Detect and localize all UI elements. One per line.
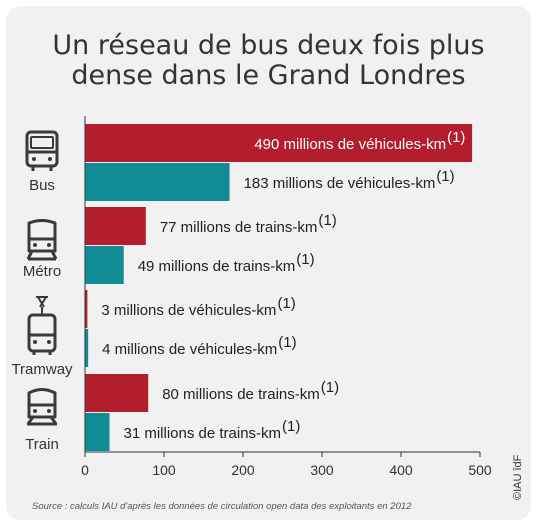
footnote-marker-0-0: (1) <box>447 129 465 146</box>
category-label-0: Bus <box>29 177 55 194</box>
bar-0-0 <box>85 124 473 162</box>
bar-0-1 <box>85 163 230 201</box>
bar-2-1 <box>85 329 89 367</box>
bar-label-2-1: 4 millions de véhicules-km <box>102 341 277 358</box>
chart-title-line2: dense dans le Grand Londres <box>71 60 466 91</box>
bar-2-0 <box>85 290 88 328</box>
source-note: Source : calculs IAU d'après les données… <box>32 501 412 512</box>
bar-label-2-0: 3 millions de véhicules-km <box>101 302 276 319</box>
bar-label-3-0: 80 millions de trains-km <box>162 386 320 403</box>
bar-3-0 <box>85 374 149 412</box>
category-label-2: Tramway <box>11 361 73 378</box>
x-tick-label-1: 100 <box>152 462 176 478</box>
footnote-marker-3-0: (1) <box>321 379 339 396</box>
footnote-marker-1-0: (1) <box>318 212 336 229</box>
train-icon <box>26 388 58 426</box>
credit-label: ©IAU îdF <box>512 454 524 500</box>
metro-icon <box>26 219 58 261</box>
bar-label-1-1: 49 millions de trains-km <box>138 258 296 275</box>
x-tick-label-3: 300 <box>310 462 334 478</box>
bar-3-1 <box>85 413 110 451</box>
bar-label-0-0: 490 millions de véhicules-km <box>254 136 446 153</box>
x-tick-label-5: 500 <box>468 462 492 478</box>
bar-1-1 <box>85 246 124 284</box>
footnote-marker-0-1: (1) <box>436 168 454 185</box>
category-label-1: Métro <box>23 263 61 280</box>
bar-label-3-1: 31 millions de trains-km <box>123 425 281 442</box>
bar-1-0 <box>85 207 146 245</box>
chart-title-line1: Un réseau de bus deux fois plus <box>52 30 485 61</box>
footnote-marker-2-1: (1) <box>278 334 296 351</box>
category-label-3: Train <box>25 436 59 453</box>
footnote-marker-3-1: (1) <box>282 418 300 435</box>
bar-label-0-1: 183 millions de véhicules-km <box>244 175 436 192</box>
x-tick-label-4: 400 <box>389 462 413 478</box>
tramway-icon <box>27 296 57 355</box>
bar-label-1-0: 77 millions de trains-km <box>160 219 318 236</box>
x-tick-label-0: 0 <box>81 462 89 478</box>
footnote-marker-2-0: (1) <box>277 295 295 312</box>
bus-icon <box>25 130 59 171</box>
x-tick-label-2: 200 <box>231 462 255 478</box>
footnote-marker-1-1: (1) <box>296 251 314 268</box>
